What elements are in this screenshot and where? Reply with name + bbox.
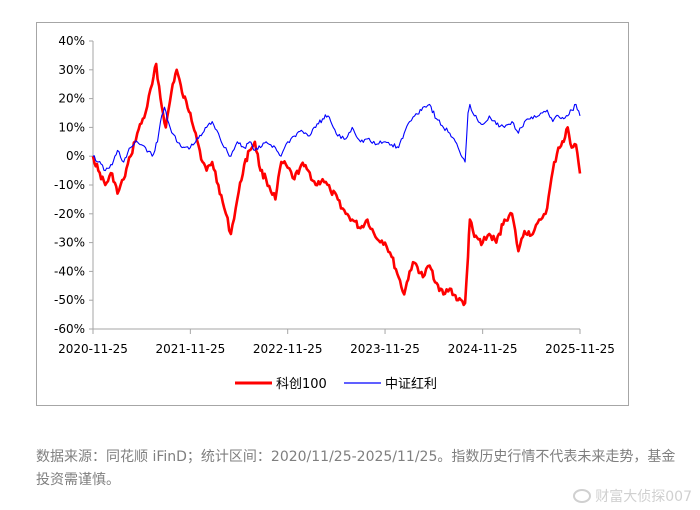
series-lines [91,62,582,307]
y-tick-label: -50% [54,293,85,307]
y-tick-label: 30% [58,63,85,77]
y-tick-label: 0% [66,149,85,163]
legend-label-kechuang100: 科创100 [276,377,327,392]
watermark-text: 财富大侦探007 [595,489,692,505]
x-tick-label: 2023-11-25 [350,342,420,356]
chart-frame [36,22,629,406]
x-axis-ticks: 2020-11-25 2021-11-25 2022-11-25 2023-11-25… [58,329,615,356]
legend-label-zhongzheng-hongli: 中证红利 [385,376,437,392]
x-tick-label: 2021-11-25 [155,342,225,356]
watermark: 财富大侦探007 [573,486,692,506]
y-tick-label: 20% [58,92,85,106]
y-tick-label: -10% [54,178,85,192]
weibo-logo-icon [573,489,592,503]
x-tick-label: 2020-11-25 [58,342,128,356]
series-line-kechuang100 [91,62,582,307]
x-tick-label: 2022-11-25 [253,342,323,356]
y-tick-label: -20% [54,207,85,221]
source-footnote: 数据来源：同花顺 iFinD；统计区间：2020/11/25-2025/11/2… [36,449,676,488]
line-chart: 40% 30% 20% 10% 0% -10% -20% -30% -40% -50% -60% 2… [54,34,615,392]
x-tick-label: 2025-11-25 [545,342,615,356]
y-tick-label: -40% [54,264,85,278]
y-tick-label: -30% [54,236,85,250]
y-tick-label: 10% [58,120,85,134]
x-tick-label: 2024-11-25 [448,342,518,356]
y-tick-label: 40% [58,34,85,48]
legend: 科创100 中证红利 [235,376,437,392]
y-tick-label: -60% [54,322,85,336]
y-axis-ticks: 40% 30% 20% 10% 0% -10% -20% -30% -40% -50% -60% [54,34,93,336]
series-line-zhongzheng-hongli [92,103,581,172]
